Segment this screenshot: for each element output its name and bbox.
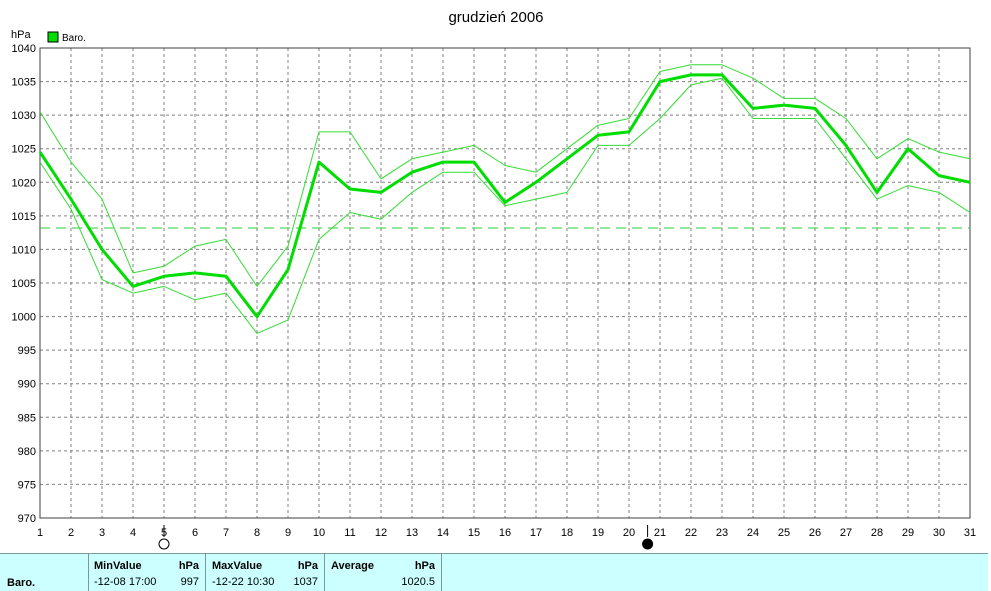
min-date: -12-08 17:00 [94, 576, 157, 588]
legend-label: Baro. [62, 33, 86, 44]
x-tick-label: 1 [37, 527, 43, 539]
x-tick-label: 31 [964, 527, 976, 539]
y-tick-label: 1035 [12, 77, 36, 89]
x-tick-labels: 1234567891011121314151617181920212223242… [37, 527, 976, 539]
average-header: Average [331, 560, 375, 572]
min-value-cell: MinValue hPa -12-08 17:00 997 [88, 554, 205, 591]
y-axis-unit: hPa [11, 29, 31, 41]
x-tick-label: 20 [623, 527, 635, 539]
y-tick-label: 1040 [12, 43, 36, 55]
y-tick-label: 975 [18, 479, 36, 491]
x-tick-label: 4 [130, 527, 136, 539]
y-tick-labels: 970 975 980 985 990 995 1000 1005 1010 1015 1020 10… [12, 43, 36, 525]
y-tick-label: 1030 [12, 110, 36, 122]
y-tick-label: 970 [18, 513, 36, 525]
full-moon-icon [158, 538, 170, 550]
x-tick-label: 28 [871, 527, 883, 539]
x-tick-label: 8 [254, 527, 260, 539]
min-header: MinValue [94, 560, 142, 572]
new-moon-icon [642, 538, 654, 550]
x-tick-label: 10 [313, 527, 325, 539]
y-tick-label: 1005 [12, 278, 36, 290]
average-cell: Average hPa 1020.5 [324, 554, 442, 591]
x-tick-label: 7 [223, 527, 229, 539]
x-tick-label: 27 [840, 527, 852, 539]
x-tick-label: 12 [375, 527, 387, 539]
x-tick-label: 22 [685, 527, 697, 539]
x-tick-label: 25 [778, 527, 790, 539]
max-date: -12-22 10:30 [212, 576, 275, 588]
series-lines [38, 64, 971, 334]
x-tick-label: 24 [747, 527, 759, 539]
y-tick-label: 985 [18, 412, 36, 424]
max-header: MaxValue [212, 560, 263, 572]
average-unit: hPa [414, 560, 435, 572]
y-tick-label: 990 [18, 379, 36, 391]
series-line-min [39, 77, 971, 334]
x-tick-label: 29 [902, 527, 914, 539]
min-value: 997 [180, 576, 199, 588]
x-tick-label: 3 [99, 527, 105, 539]
y-tick-label: 980 [18, 446, 36, 458]
x-tick-label: 30 [933, 527, 945, 539]
x-tick-label: 23 [716, 527, 728, 539]
x-tick-label: 9 [285, 527, 291, 539]
y-tick-label: 1020 [12, 177, 36, 189]
x-tick-label: 11 [344, 527, 355, 539]
series-line-max [39, 64, 971, 287]
y-tick-label: 1010 [12, 244, 36, 256]
y-tick-label: 1025 [12, 144, 36, 156]
x-tick-label: 13 [406, 527, 418, 539]
x-tick-label: 15 [468, 527, 480, 539]
max-unit: hPa [297, 560, 318, 572]
x-tick-label: 18 [561, 527, 573, 539]
x-tick-label: 19 [592, 527, 604, 539]
plot-frame [39, 47, 971, 519]
average-value: 1020.5 [401, 576, 435, 588]
x-tick-label: 6 [192, 527, 198, 539]
x-tick-label: 26 [809, 527, 821, 539]
series-line-mean [38, 73, 971, 319]
min-unit: hPa [178, 560, 199, 572]
legend-swatch [47, 31, 59, 43]
y-tick-label: 1000 [12, 312, 36, 324]
max-value: 1037 [293, 576, 318, 588]
grid-lines [40, 48, 970, 518]
x-tick-label: 2 [68, 527, 74, 539]
x-tick-label: 14 [437, 527, 449, 539]
statistics-bar: Baro. MinValue hPa -12-08 17:00 997 MaxV… [0, 553, 988, 591]
x-tick-label: 17 [530, 527, 542, 539]
chart-title: grudzień 2006 [448, 9, 543, 26]
y-tick-label: 1015 [12, 211, 36, 223]
moon-phase-markers [158, 525, 654, 550]
max-value-cell: MaxValue hPa -12-22 10:30 1037 [205, 554, 324, 591]
pressure-chart: grudzień 2006 hPa Baro. 9709759809859909… [11, 9, 976, 550]
y-tick-label: 995 [18, 345, 36, 357]
x-tick-label: 16 [499, 527, 511, 539]
x-tick-label: 21 [654, 527, 666, 539]
stats-row-label: Baro. [7, 577, 36, 589]
